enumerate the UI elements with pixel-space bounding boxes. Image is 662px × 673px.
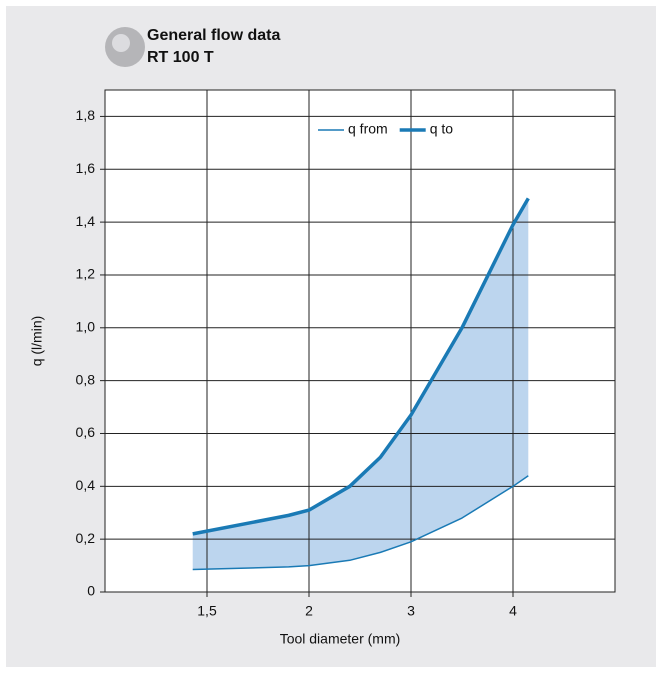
x-tick-label: 2: [305, 603, 313, 619]
plot-frame: [104, 89, 616, 593]
chart-title: General flow data: [147, 27, 280, 44]
y-tick-label: 1,8: [76, 107, 96, 123]
y-tick-label: 0,6: [76, 424, 96, 440]
series-line: [192, 475, 529, 571]
chart-subtitle: RT 100 T: [147, 49, 214, 66]
x-axis-label: Tool diameter (mm): [280, 631, 401, 647]
y-axis-label: q (l/min): [29, 316, 45, 367]
x-tick-label: 3: [407, 603, 415, 619]
legend-label: q to: [430, 121, 454, 137]
x-tick-label: 1,5: [197, 603, 217, 619]
y-tick-label: 1,2: [76, 266, 96, 282]
y-tick-label: 0,2: [76, 530, 96, 546]
y-tick-label: 1,4: [76, 213, 96, 229]
y-tick-label: 0,4: [76, 477, 96, 493]
range-fill: [192, 198, 529, 570]
tool-icon-highlight: [112, 34, 130, 52]
y-tick-label: 1,6: [76, 160, 96, 176]
x-tick-label: 4: [509, 603, 517, 619]
y-tick-label: 1,0: [76, 318, 96, 334]
legend-label: q from: [348, 121, 388, 137]
y-tick-label: 0: [87, 583, 95, 599]
y-tick-label: 0,8: [76, 371, 96, 387]
series-line: [192, 197, 530, 536]
